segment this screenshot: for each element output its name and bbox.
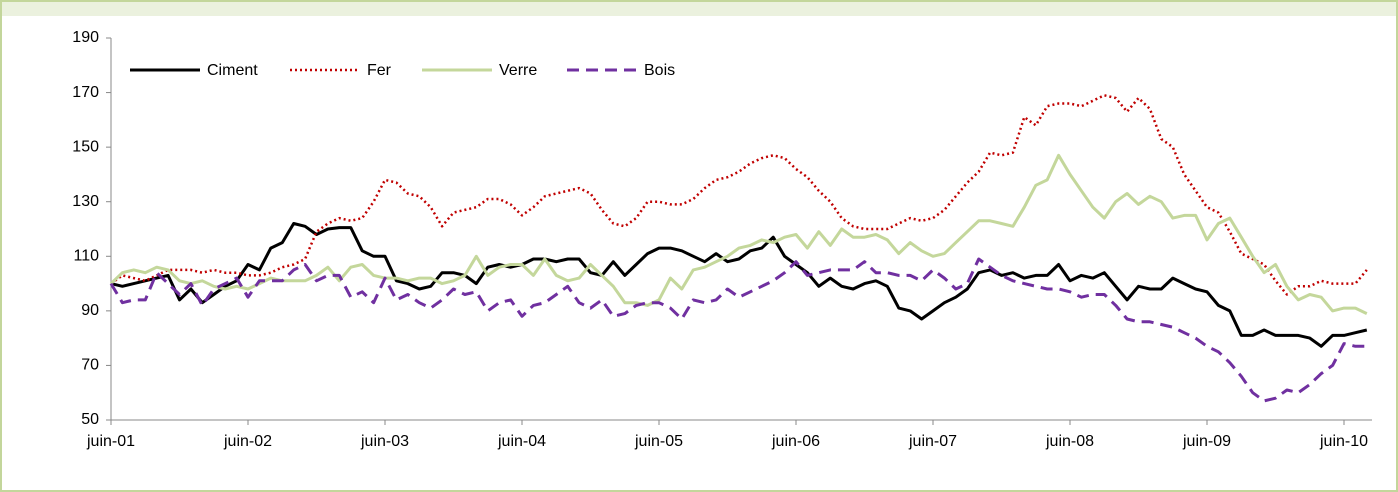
legend-label: Bois: [644, 62, 675, 79]
legend-label: Verre: [499, 62, 537, 79]
header-strip: [0, 0, 1398, 16]
x-tick-label: juin-10: [1319, 433, 1368, 450]
legend-label: Ciment: [207, 62, 258, 79]
series-line: [109, 153, 1368, 315]
x-tick-label: juin-01: [86, 433, 135, 450]
y-tick-label: 50: [81, 411, 99, 428]
y-tick-label: 170: [72, 84, 99, 101]
x-tick-label: juin-03: [360, 433, 409, 450]
series-line: [110, 222, 1368, 348]
legend-label: Fer: [367, 62, 392, 79]
series-line: [110, 94, 1368, 296]
series-line: [109, 257, 1367, 403]
y-tick-label: 130: [72, 193, 99, 210]
y-tick-label: 70: [81, 357, 99, 374]
x-tick-label: juin-06: [771, 433, 820, 450]
y-tick-label: 110: [73, 248, 99, 265]
y-tick-label: 150: [72, 138, 99, 155]
x-tick-label: juin-08: [1045, 433, 1094, 450]
x-tick-label: juin-07: [908, 433, 957, 450]
y-tick-label: 90: [81, 302, 99, 319]
y-tick-label: 190: [72, 29, 99, 46]
x-tick-label: juin-02: [223, 433, 272, 450]
x-tick-label: juin-05: [634, 433, 683, 450]
x-tick-label: juin-09: [1182, 433, 1231, 450]
x-tick-label: juin-04: [497, 433, 546, 450]
